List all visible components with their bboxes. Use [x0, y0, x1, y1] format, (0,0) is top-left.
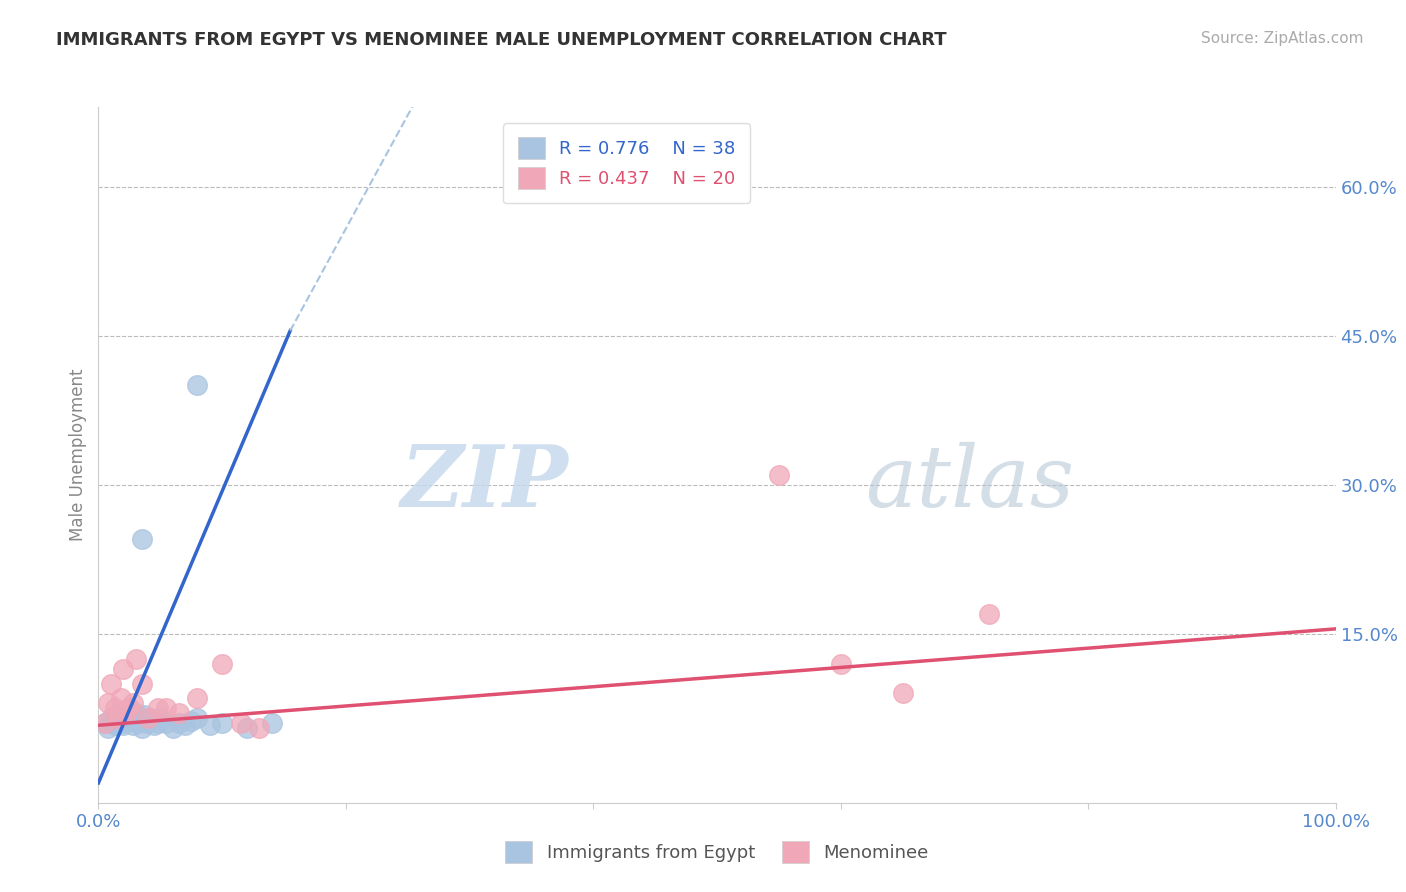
Point: [112, 662, 135, 676]
Point: [162, 721, 184, 735]
Point: [768, 467, 790, 482]
Point: [146, 716, 169, 731]
Point: [229, 716, 252, 731]
Point: [105, 714, 128, 729]
Point: [167, 706, 190, 721]
Point: [114, 706, 136, 721]
Point: [186, 711, 208, 725]
Point: [260, 716, 283, 731]
Point: [118, 701, 141, 715]
Point: [139, 711, 162, 725]
Point: [131, 676, 153, 690]
Point: [979, 607, 1001, 621]
Point: [100, 676, 122, 690]
Point: [131, 533, 153, 547]
Point: [93, 716, 115, 731]
Text: Source: ZipAtlas.com: Source: ZipAtlas.com: [1201, 31, 1364, 46]
Point: [111, 716, 134, 731]
Point: [105, 711, 128, 725]
Text: atlas: atlas: [866, 442, 1074, 524]
Point: [118, 701, 141, 715]
Point: [112, 718, 135, 732]
Point: [103, 701, 125, 715]
Point: [136, 711, 159, 725]
Point: [167, 716, 190, 731]
Point: [97, 721, 120, 735]
Point: [146, 701, 169, 715]
Point: [211, 716, 233, 731]
Text: ZIP: ZIP: [401, 441, 568, 524]
Point: [103, 718, 125, 732]
Point: [122, 697, 145, 711]
Point: [198, 718, 221, 732]
Point: [114, 708, 136, 723]
Point: [149, 711, 172, 725]
Point: [155, 701, 177, 715]
Point: [891, 686, 914, 700]
Point: [236, 721, 259, 735]
Point: [155, 716, 177, 731]
Point: [127, 716, 149, 731]
Point: [103, 716, 125, 731]
Point: [135, 716, 157, 731]
Point: [110, 711, 132, 725]
Point: [115, 714, 138, 728]
Point: [122, 718, 145, 732]
Point: [107, 706, 129, 721]
Point: [174, 718, 197, 732]
Point: [134, 708, 156, 723]
Point: [186, 378, 208, 392]
Point: [120, 711, 142, 725]
Point: [124, 706, 146, 721]
Point: [211, 657, 233, 671]
Point: [93, 716, 115, 731]
Point: [186, 691, 208, 706]
Point: [124, 651, 146, 665]
Point: [110, 691, 132, 706]
Point: [100, 711, 122, 725]
Legend: Immigrants from Egypt, Menominee: Immigrants from Egypt, Menominee: [491, 826, 943, 877]
Point: [131, 721, 153, 735]
Point: [143, 718, 166, 732]
Point: [247, 721, 270, 735]
Text: IMMIGRANTS FROM EGYPT VS MENOMINEE MALE UNEMPLOYMENT CORRELATION CHART: IMMIGRANTS FROM EGYPT VS MENOMINEE MALE …: [56, 31, 946, 49]
Point: [97, 697, 120, 711]
Point: [830, 657, 852, 671]
Point: [180, 714, 202, 729]
Point: [129, 711, 152, 725]
Point: [136, 714, 159, 728]
Y-axis label: Male Unemployment: Male Unemployment: [69, 368, 87, 541]
